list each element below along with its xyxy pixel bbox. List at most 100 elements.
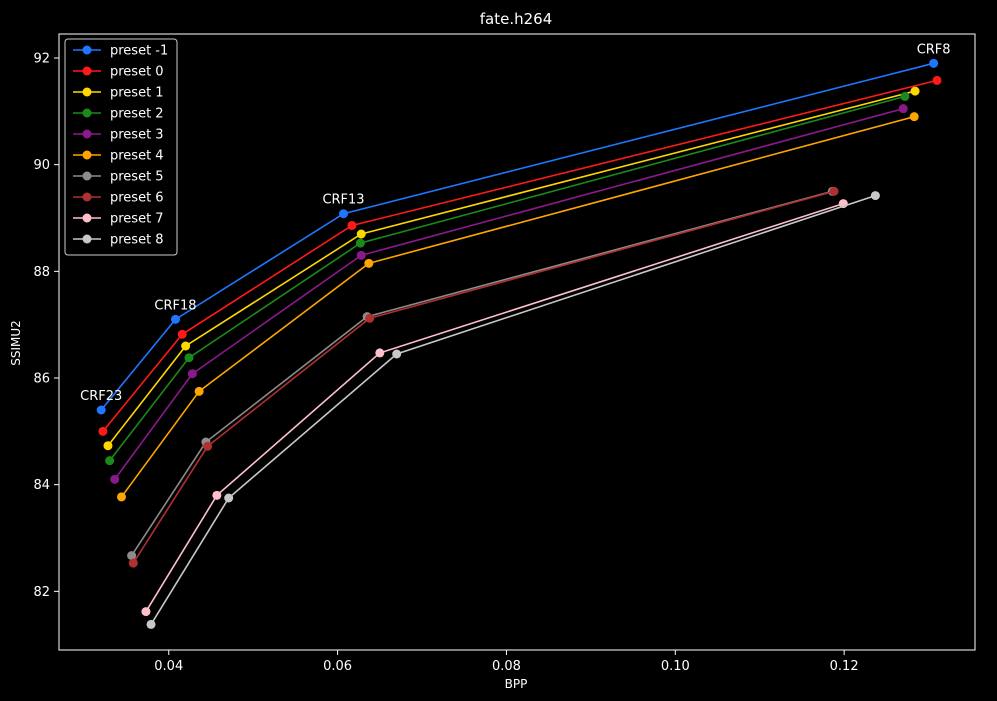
y-tick-label: 90 [33,158,50,173]
legend-marker [82,108,92,118]
legend-marker [82,66,92,76]
data-point [127,551,137,561]
legend-entry: preset 7 [73,212,164,227]
x-axis-label: BPP [505,677,528,691]
data-point [177,329,187,339]
data-point [347,220,357,230]
data-point [105,456,115,466]
legend: preset -1 preset 0 preset 1 preset 2 preset … [64,38,178,256]
legend-marker [82,150,92,160]
series-9 [146,191,880,629]
series-line [145,202,844,613]
series-0 [96,58,939,415]
legend-marker [82,45,92,55]
annotation-label: CRF8 [917,42,951,57]
series-7 [128,186,839,568]
data-point [355,238,365,248]
data-point [356,250,366,260]
legend-box [64,38,178,256]
legend-marker [82,213,92,223]
legend-label: preset 0 [110,65,164,80]
data-point [392,349,402,359]
legend-label: preset -1 [110,44,168,59]
legend-label: preset 7 [110,212,164,227]
legend-label: preset 5 [110,170,164,185]
series-line [150,194,876,625]
data-point [364,258,374,268]
x-axis: 0.04 0.06 0.08 0.10 0.12 [154,650,859,674]
legend-entry: preset 8 [73,233,164,248]
legend-marker [82,171,92,181]
x-tick-label: 0.04 [154,659,183,674]
series-2 [103,86,920,451]
y-axis-label: SSIMU2 [9,320,23,366]
data-point [829,186,839,196]
legend-entry: preset 5 [73,170,164,185]
annotation-label: CRF23 [80,389,122,404]
annotations: CRF23 CRF18 CRF13 CRF8 [80,42,950,404]
x-tick-label: 0.08 [492,659,521,674]
series-5 [116,112,919,502]
series-line [114,107,904,480]
data-point [909,112,919,122]
legend-entry: preset 3 [73,128,164,143]
data-point [356,229,366,239]
data-point [187,369,197,379]
annotation-label: CRF13 [322,193,364,208]
data-point [932,75,942,85]
data-point [96,405,106,415]
legend-entry: preset -1 [73,44,168,59]
legend-label: preset 6 [110,191,164,206]
series-1 [98,75,942,436]
series-line [107,90,916,447]
y-tick-label: 88 [33,265,50,280]
annotation-label: CRF18 [154,298,196,313]
series-line [102,79,938,432]
data-point [141,607,151,617]
legend-entry: preset 4 [73,149,164,164]
y-tick-label: 82 [33,585,50,600]
data-point [898,104,908,114]
series-line [132,190,835,564]
legend-entry: preset 0 [73,65,164,80]
series-line [100,62,934,411]
series-8 [141,199,848,617]
legend-entry: preset 1 [73,86,164,101]
data-point [203,441,213,451]
plot-area [96,58,942,629]
legend-label: preset 3 [110,128,164,143]
y-axis: 82 84 86 88 90 92 [33,52,59,600]
legend-label: preset 2 [110,107,164,122]
legend-marker [82,87,92,97]
data-point [339,209,349,219]
legend-marker [82,234,92,244]
data-point [116,492,126,502]
x-tick-label: 0.12 [830,659,859,674]
plot-frame [58,33,976,651]
data-point [128,558,138,568]
data-point [910,86,920,96]
data-point [212,490,222,500]
series-line [130,190,833,557]
legend-marker [82,129,92,139]
data-point [184,353,194,363]
data-point [171,314,181,324]
series-4 [110,104,908,484]
series-3 [105,91,910,466]
data-point [181,341,191,351]
data-point [194,386,204,396]
y-tick-label: 84 [33,478,50,493]
legend-label: preset 1 [110,86,164,101]
legend-entry: preset 2 [73,107,164,122]
data-point [146,619,156,629]
data-point [110,474,120,484]
data-point [375,348,385,358]
data-point [365,313,375,323]
data-point [98,426,108,436]
data-point [224,493,234,503]
data-point [900,91,910,101]
chart-title: fate.h264 [480,10,553,28]
data-point [870,191,880,201]
y-tick-label: 92 [33,52,50,67]
